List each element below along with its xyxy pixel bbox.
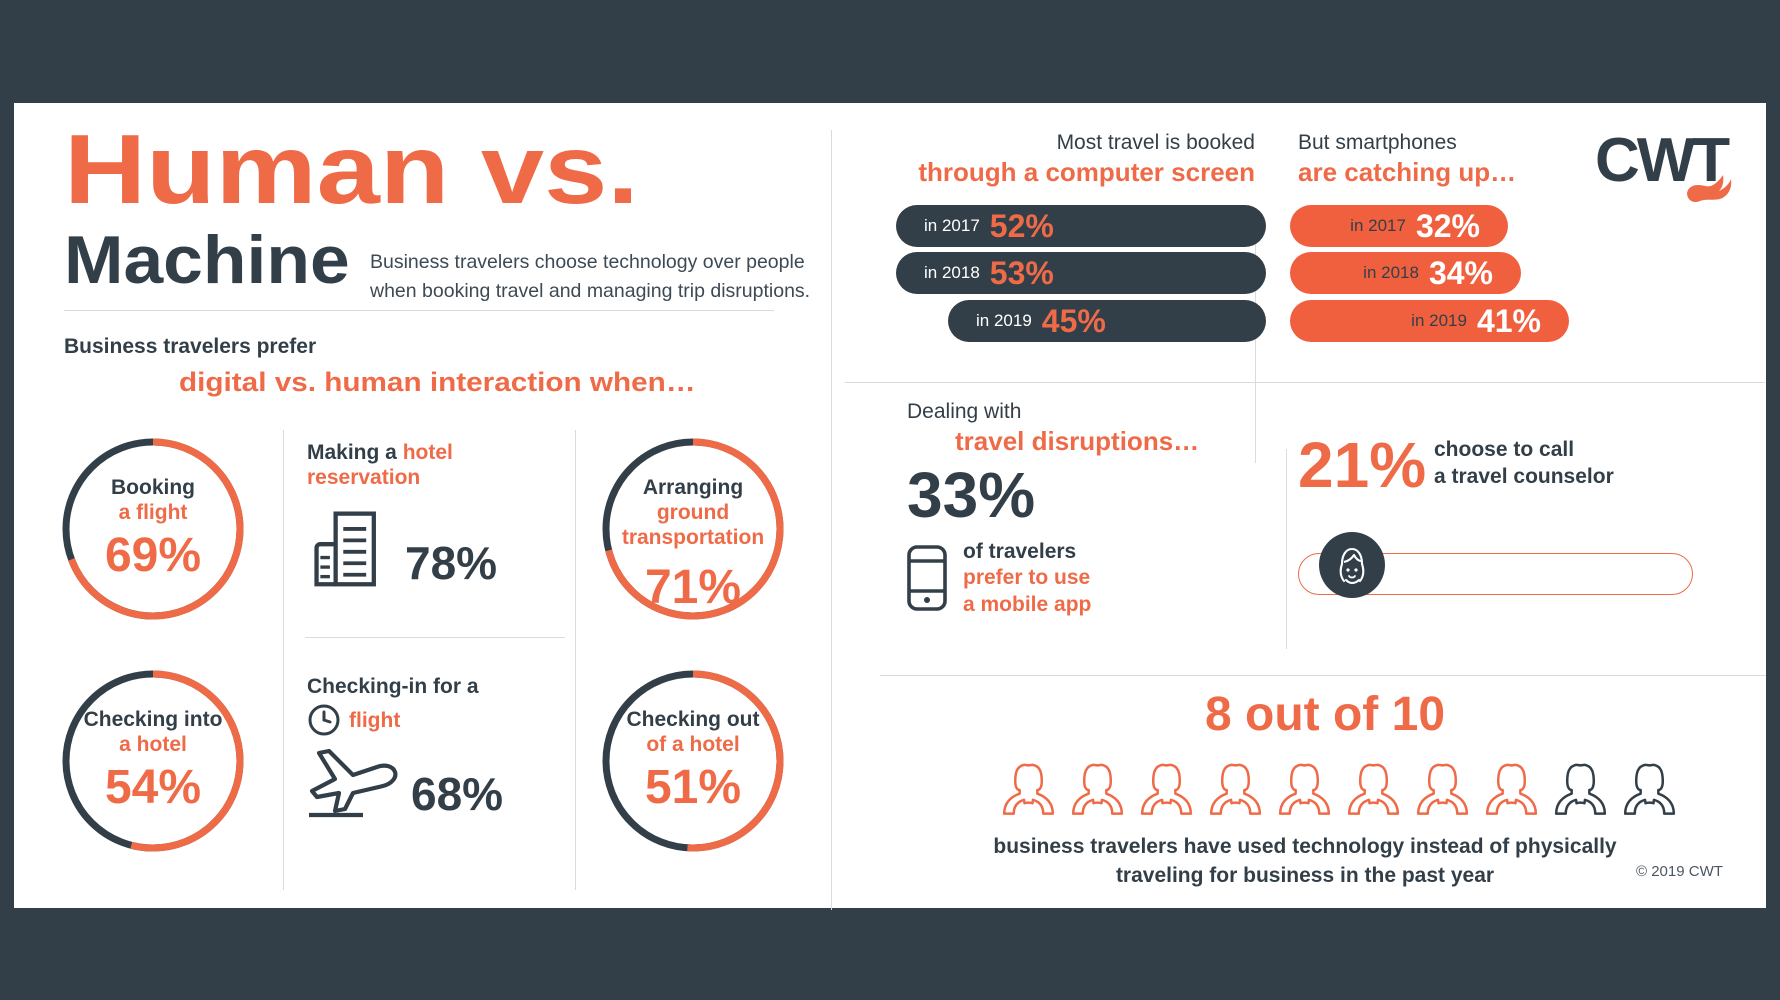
svg-text:CWT: CWT — [1595, 126, 1730, 195]
